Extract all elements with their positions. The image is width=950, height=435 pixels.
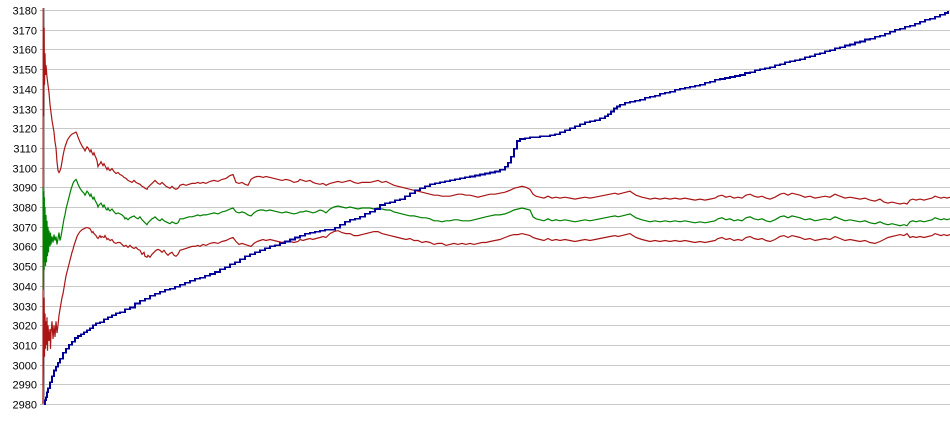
y-tick-label: 3080 — [13, 203, 37, 215]
y-axis-labels-group: 3180 3170 3160 3150 3140 3130 3120 3110 3100 3090… — [13, 6, 37, 412]
y-tick-label: 3070 — [13, 223, 37, 235]
y-tick-label: 2990 — [13, 380, 37, 392]
y-tick-label: 3050 — [13, 262, 37, 274]
y-tick-label: 3180 — [13, 6, 37, 18]
y-tick-label: 3110 — [13, 144, 37, 156]
y-tick-label: 3060 — [13, 242, 37, 254]
y-tick-label: 3170 — [13, 26, 37, 38]
y-tick-label: 3000 — [13, 361, 37, 373]
y-tick-label: 3100 — [13, 164, 37, 176]
y-tick-label: 2980 — [13, 400, 37, 412]
y-tick-label: 3130 — [13, 105, 37, 117]
y-tick-label: 3160 — [13, 45, 37, 57]
gridlines-group — [40, 10, 950, 405]
y-tick-label: 3020 — [13, 321, 37, 333]
y-tick-label: 3120 — [13, 124, 37, 136]
y-tick-label: 3010 — [13, 341, 37, 353]
series-cumulative-line — [44, 11, 949, 405]
y-tick-label: 3140 — [13, 85, 37, 97]
y-tick-label: 3090 — [13, 183, 37, 195]
y-tick-label: 3040 — [13, 282, 37, 294]
series-upper-confidence-band — [42, 7, 950, 405]
y-tick-label: 3150 — [13, 65, 37, 77]
y-tick-label: 3030 — [13, 302, 37, 314]
series-running-mean — [42, 178, 950, 290]
series-lower-confidence-band — [42, 227, 950, 405]
